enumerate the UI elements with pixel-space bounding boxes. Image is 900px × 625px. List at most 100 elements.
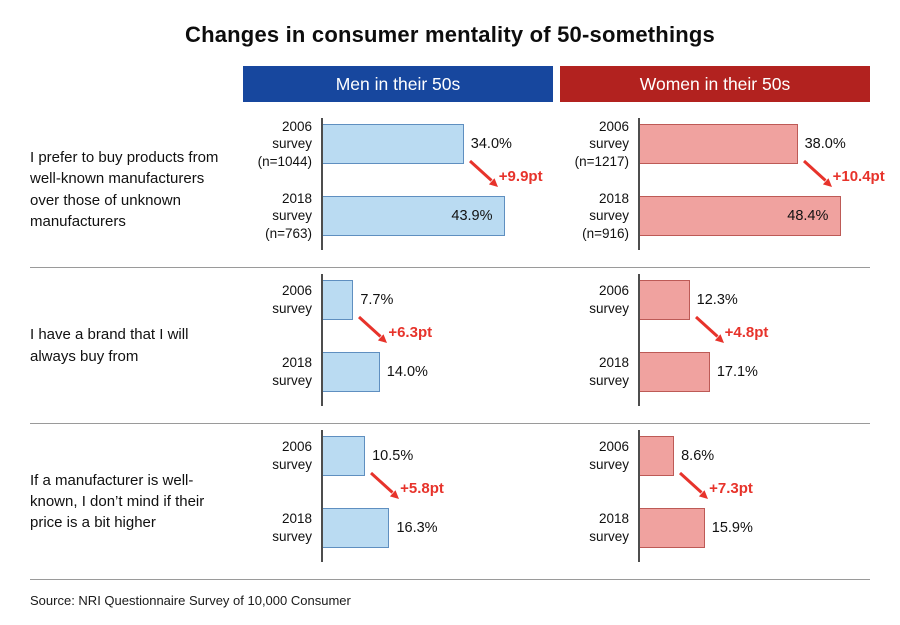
header-spacer (30, 66, 236, 102)
bar-row-2018: 2018 survey (n=763) 43.9% (243, 191, 553, 241)
bar-label: 2006 survey (n=1044) (243, 118, 321, 171)
bar-row-2006: 2006 survey (n=1217) 38.0% (560, 119, 870, 169)
bar-men-2006 (321, 280, 354, 320)
bar-value-label: 43.9% (451, 208, 493, 224)
survey-year-label: 2006 survey (272, 439, 312, 472)
down-right-arrow-icon (679, 471, 709, 499)
down-right-arrow-icon (694, 315, 724, 343)
bar-row-2018: 2018 survey (n=916) 48.4% (560, 191, 870, 241)
axis-line (638, 274, 640, 406)
bar-women-2018 (638, 196, 842, 236)
sample-size-label: (n=1044) (257, 153, 312, 169)
bar-row-2006: 2006 survey 10.5% (243, 436, 553, 476)
survey-year-label: 2018 survey (272, 511, 312, 544)
bar-women-2018 (638, 508, 705, 548)
bar-value-label: 15.9% (711, 520, 753, 536)
question-text-2: I have a brand that I will always buy fr… (30, 326, 189, 365)
delta-annotation: +6.3pt (356, 315, 432, 349)
bar-value-label: 16.3% (396, 520, 438, 536)
axis-line (638, 118, 640, 250)
bar-label: 2018 survey (243, 354, 321, 389)
bar-value-label: 38.0% (804, 136, 846, 152)
bar-men-2006 (321, 124, 464, 164)
bar-label: 2006 survey (n=1217) (560, 118, 638, 171)
delta-label: +5.8pt (400, 479, 444, 497)
survey-year-label: 2006 survey (272, 283, 312, 316)
bar-label: 2018 survey (n=916) (560, 190, 638, 243)
bar-value-label: 8.6% (681, 448, 715, 464)
delta-annotation: +5.8pt (368, 471, 444, 505)
bar-row-2006: 2006 survey 12.3% (560, 280, 870, 320)
page: Changes in consumer mentality of 50-some… (30, 22, 885, 608)
bar-row-2018: 2018 survey 17.1% (560, 352, 870, 392)
delta-annotation: +4.8pt (693, 315, 769, 349)
bar-value-label: 34.0% (470, 136, 512, 152)
question-text-3: If a manufacturer is well-known, I don’t… (30, 471, 205, 532)
question-text-1: I prefer to buy products from well-known… (30, 148, 219, 230)
column-headers: Men in their 50s Women in their 50s (30, 66, 870, 102)
bar-women-2006 (638, 436, 675, 476)
axis-line (321, 274, 323, 406)
bar-value-label: 12.3% (696, 292, 738, 308)
bar-value-label: 48.4% (787, 208, 829, 224)
bar-label: 2018 survey (560, 510, 638, 545)
down-right-arrow-icon (370, 471, 400, 499)
survey-year-label: 2018 survey (589, 190, 629, 224)
survey-year-label: 2006 survey (589, 439, 629, 472)
bar-men-2018 (321, 196, 506, 236)
survey-year-label: 2018 survey (589, 355, 629, 388)
bar-men-2006 (321, 436, 366, 476)
delta-label: +10.4pt (832, 167, 885, 185)
axis-line (638, 430, 640, 562)
delta-label: +7.3pt (709, 479, 753, 497)
down-right-arrow-icon (358, 315, 388, 343)
down-right-arrow-icon (802, 159, 832, 187)
bar-label: 2006 survey (243, 282, 321, 317)
sample-size-label: (n=916) (582, 225, 629, 241)
survey-year-label: 2006 survey (272, 118, 312, 152)
chart-title: Changes in consumer mentality of 50-some… (185, 22, 715, 47)
women-chart-1: 2006 survey (n=1217) 38.0% 2018 survey (… (560, 112, 885, 267)
source-note: Source: NRI Questionnaire Survey of 10,0… (30, 593, 351, 608)
women-chart-3: 2006 survey 8.6% 2018 survey 15.9% +7.3p… (560, 424, 870, 579)
bar-value-label: 10.5% (372, 448, 414, 464)
bar-label: 2018 survey (n=763) (243, 190, 321, 243)
bar-row-2006: 2006 survey 8.6% (560, 436, 870, 476)
axis-line (321, 430, 323, 562)
chart-section-2: I have a brand that I will always buy fr… (30, 268, 870, 424)
bar-label: 2006 survey (243, 438, 321, 473)
men-column-header: Men in their 50s (243, 66, 553, 102)
men-chart-3: 2006 survey 10.5% 2018 survey 16.3% +5.8… (243, 424, 553, 579)
women-chart-2: 2006 survey 12.3% 2018 survey 17.1% +4.8… (560, 268, 870, 423)
bar-row-2018: 2018 survey 14.0% (243, 352, 553, 392)
survey-year-label: 2018 survey (589, 511, 629, 544)
bar-row-2018: 2018 survey 15.9% (560, 508, 870, 548)
sample-size-label: (n=1217) (574, 153, 629, 169)
delta-annotation: +9.9pt (467, 159, 543, 193)
axis-line (321, 118, 323, 250)
bar-label: 2018 survey (243, 510, 321, 545)
chart-section-3: If a manufacturer is well-known, I don’t… (30, 424, 870, 580)
delta-annotation: +7.3pt (677, 471, 753, 505)
delta-label: +6.3pt (388, 323, 433, 341)
bar-value-label: 7.7% (360, 292, 394, 308)
bar-value-label: 17.1% (716, 364, 758, 380)
delta-label: +4.8pt (724, 323, 769, 341)
delta-label: +9.9pt (498, 167, 543, 185)
bar-label: 2006 survey (560, 282, 638, 317)
bar-row-2018: 2018 survey 16.3% (243, 508, 553, 548)
women-column-header: Women in their 50s (560, 66, 870, 102)
bar-women-2018 (638, 352, 710, 392)
bar-row-2006: 2006 survey 7.7% (243, 280, 553, 320)
survey-year-label: 2018 survey (272, 190, 312, 224)
bar-label: 2018 survey (560, 354, 638, 389)
bar-women-2006 (638, 280, 690, 320)
men-chart-1: 2006 survey (n=1044) 34.0% 2018 survey (… (243, 112, 553, 267)
bar-men-2018 (321, 352, 380, 392)
men-chart-2: 2006 survey 7.7% 2018 survey 14.0% +6.3p… (243, 268, 553, 423)
bar-men-2018 (321, 508, 390, 548)
delta-annotation: +10.4pt (801, 159, 885, 193)
survey-year-label: 2006 survey (589, 118, 629, 152)
survey-year-label: 2006 survey (589, 283, 629, 316)
bar-value-label: 14.0% (386, 364, 428, 380)
